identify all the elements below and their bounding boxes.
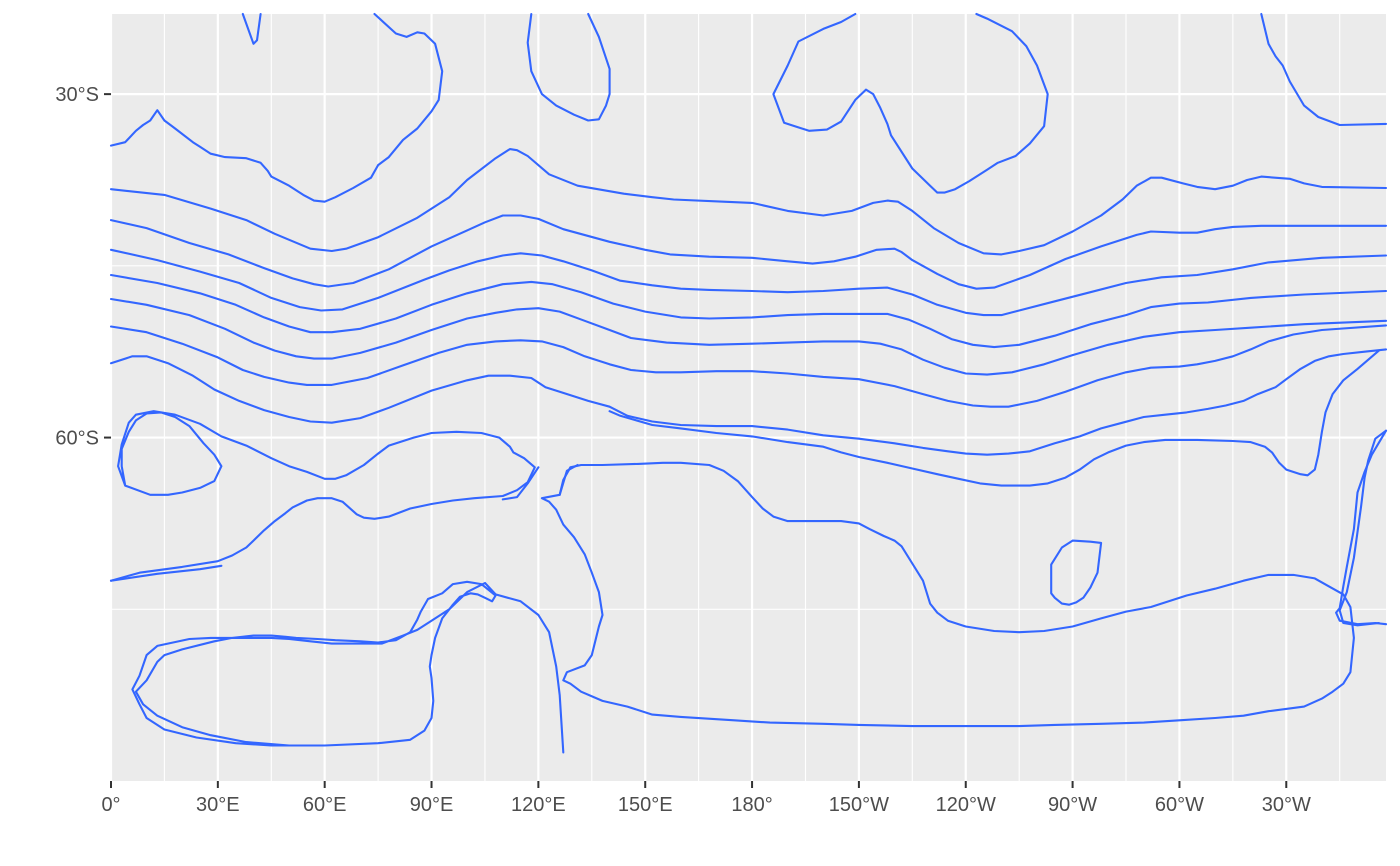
x-tick-label: 150°W	[829, 794, 889, 816]
x-tick-label: 150°E	[618, 794, 673, 816]
contour-line-5	[1260, 12, 1388, 127]
x-tick-label: 30°W	[1262, 794, 1311, 816]
contour-line-13	[109, 410, 536, 582]
x-tick-label: 120°E	[511, 794, 566, 816]
y-tick-label: 30°S	[55, 84, 99, 106]
contour-line-15	[540, 461, 1355, 728]
contour-line-8	[109, 248, 1388, 317]
x-tick-label: 60°E	[303, 794, 347, 816]
x-tick-label: 60°W	[1155, 794, 1204, 816]
contour-line-18	[1335, 429, 1388, 626]
grid	[109, 14, 1386, 781]
contour-line-9	[109, 273, 1388, 349]
plot-panel	[111, 14, 1386, 781]
contour-line-7	[109, 214, 1388, 290]
axes: 0° 30°E 60°E 90°E 120°E 150°E 180° 150°W 120°W 90…	[55, 84, 1311, 816]
contour-line-1	[241, 12, 262, 45]
contour-line-19	[1338, 429, 1388, 627]
y-tick-label: 60°S	[55, 428, 99, 450]
contour-line-11	[109, 324, 1388, 408]
contour-line-17	[1050, 539, 1103, 606]
x-tick-label: 180°	[731, 794, 772, 816]
contour-line-22	[608, 349, 1380, 487]
x-tick-label: 0°	[101, 794, 120, 816]
contour-line-6	[109, 148, 1388, 256]
contour-line-4	[772, 12, 1049, 194]
x-tick-label: 90°W	[1048, 794, 1097, 816]
x-tick-label: 30°E	[196, 794, 240, 816]
x-tick-label: 120°W	[936, 794, 996, 816]
contour-line-16	[558, 463, 579, 496]
contour-lines	[109, 12, 1388, 754]
contour-line-20	[109, 564, 223, 582]
contour-line-3	[526, 12, 611, 122]
contour-line-10	[109, 297, 1388, 376]
contour-line-12	[109, 348, 1388, 456]
contour-line-2	[109, 12, 444, 203]
contour-line-21	[501, 466, 540, 501]
x-tick-label: 90°E	[410, 794, 454, 816]
contour-line-14	[131, 580, 565, 754]
